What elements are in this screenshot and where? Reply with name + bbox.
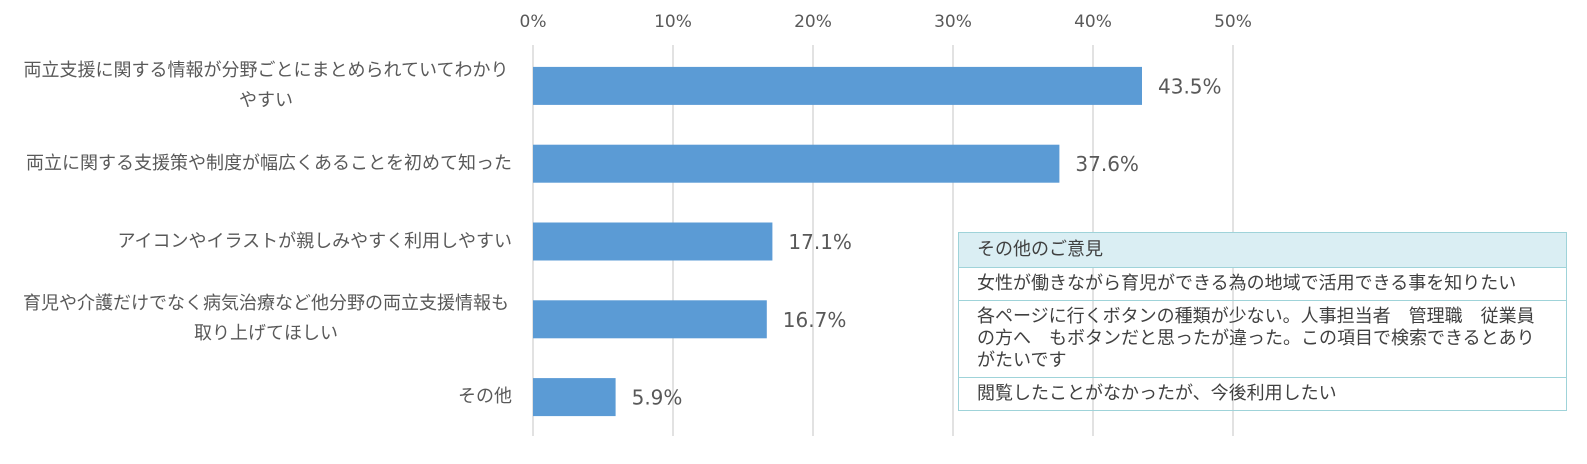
bar [533, 222, 773, 261]
x-tick-label: 50% [1214, 12, 1252, 32]
bar [533, 378, 616, 417]
x-tick-label: 40% [1074, 12, 1112, 32]
category-label: 両立支援に関する情報が分野ごとにまとめられていてわかりやすい [23, 59, 509, 111]
category-label: 育児や介護だけでなく病気治療など他分野の両立支援情報も取り上げてほしい [23, 293, 509, 345]
category-label: アイコンやイラストが親しみやすく利用しやすい [117, 230, 512, 252]
category-label-box: その他 [20, 382, 512, 412]
bar [533, 300, 767, 339]
category-label-box: 両立に関する支援策や制度が幅広くあることを初めて知った [20, 149, 512, 179]
value-label: 17.1% [788, 230, 852, 254]
x-tick-label: 0% [520, 12, 547, 32]
x-tick-label: 10% [654, 12, 692, 32]
category-label: その他 [458, 386, 512, 408]
category-label-box: 育児や介護だけでなく病気治療など他分野の両立支援情報も取り上げてほしい [20, 289, 512, 349]
bar [533, 66, 1142, 105]
x-tick-label: 30% [934, 12, 972, 32]
table-row: 閲覧したことがなかったが、今後利用したい [959, 377, 1566, 410]
value-label: 5.9% [632, 386, 683, 410]
comments-table: その他のご意見 女性が働きながら育児ができる為の地域で活用できる事を知りたい 各ペ… [958, 232, 1567, 411]
bar [533, 144, 1060, 183]
category-label-box: アイコンやイラストが親しみやすく利用しやすい [20, 227, 512, 257]
x-tick-label: 20% [794, 12, 832, 32]
table-row: 各ページに行くボタンの種類が少ない。人事担当者 管理職 従業員の方へ もボタンだ… [959, 300, 1566, 377]
table-row: 女性が働きながら育児ができる為の地域で活用できる事を知りたい [959, 267, 1566, 300]
category-label-box: 両立支援に関する情報が分野ごとにまとめられていてわかりやすい [20, 56, 512, 116]
category-label: 両立に関する支援策や制度が幅広くあることを初めて知った [26, 152, 512, 174]
table-header: その他のご意見 [959, 233, 1566, 267]
value-label: 37.6% [1075, 152, 1139, 176]
value-label: 43.5% [1158, 74, 1222, 98]
value-label: 16.7% [783, 308, 847, 332]
